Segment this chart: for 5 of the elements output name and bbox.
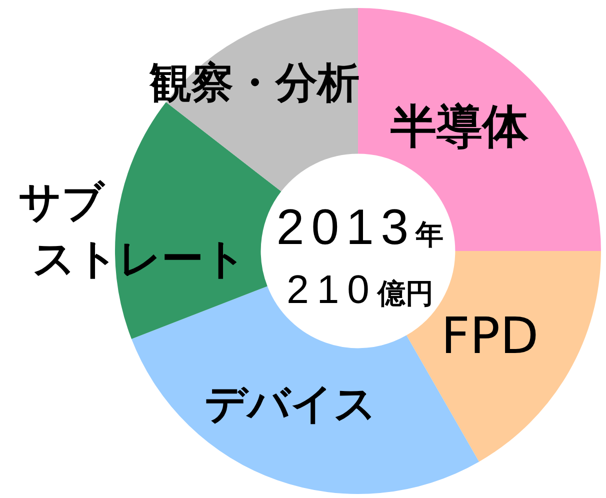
slice-label: FPD [441,307,539,366]
slice-label: 観察・分析 [148,58,360,108]
slice-label: サブストレート [18,177,246,283]
slice-label: 半導体 [390,98,530,153]
slice-label: デバイス [204,378,376,428]
